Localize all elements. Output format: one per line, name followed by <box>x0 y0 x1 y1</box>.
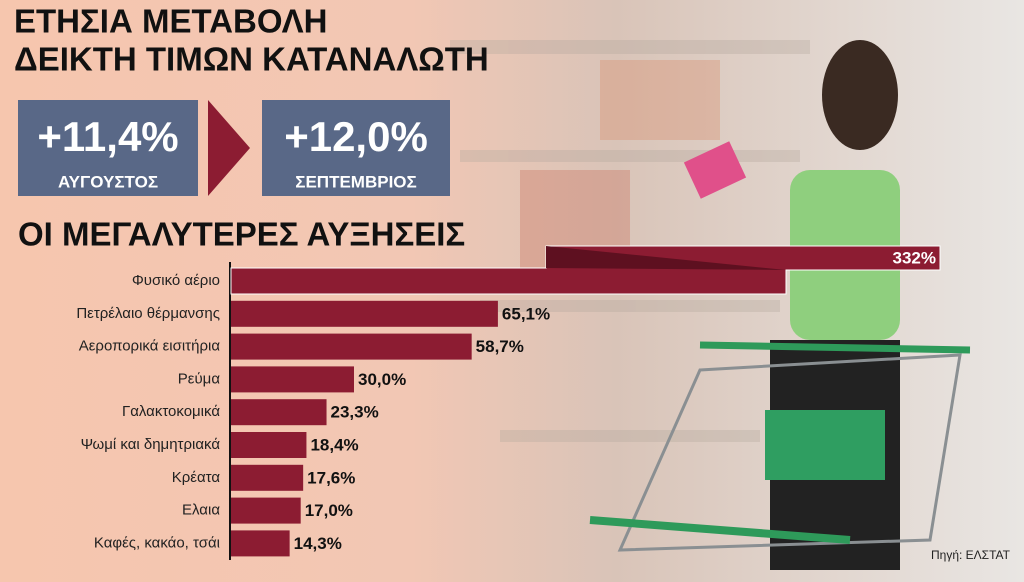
bar-break <box>546 246 786 270</box>
category-label: Φυσικό αέριο <box>132 272 220 289</box>
category-label: Γαλακτοκομικά <box>122 403 220 420</box>
arrow <box>208 100 250 196</box>
value-label: 30,0% <box>358 370 406 389</box>
value-label: 17,6% <box>307 468 355 487</box>
cart <box>589 341 971 552</box>
value-label: 58,7% <box>476 337 524 356</box>
title-line: ΕΤΗΣΙΑ ΜΕΤΑΒΟΛΗ <box>14 3 327 40</box>
value-label: 65,1% <box>502 304 550 323</box>
bar <box>231 464 304 491</box>
highlight-period: ΣΕΠΤΕΜΒΡΙΟΣ <box>295 172 416 191</box>
highlight-box <box>18 100 198 196</box>
highlight-period: ΑΥΓΟΥΣΤΟΣ <box>58 172 158 191</box>
category-label: Ρεύμα <box>178 370 221 387</box>
source: Πηγή: ΕΛΣΤΑΤ <box>931 548 1011 562</box>
category-label: Ελαια <box>182 502 220 519</box>
subtitle: ΟΙ ΜΕΓΑΛΥΤΕΡΕΣ ΑΥΞΗΣΕΙΣ <box>18 216 465 253</box>
category-label: Αεροπορικά εισιτήρια <box>79 338 221 355</box>
bar <box>231 399 327 426</box>
value-label: 17,0% <box>305 501 353 520</box>
bar <box>231 366 354 393</box>
bar <box>231 497 301 524</box>
category-label: Ψωμί και δημητριακά <box>81 436 221 453</box>
bar <box>231 300 498 327</box>
highlight-box <box>262 100 450 196</box>
highlight-value: +11,4% <box>37 113 178 160</box>
category-label: Κρέατα <box>172 469 221 486</box>
title-line: ΔΕΙΚΤΗ ΤΙΜΩΝ ΚΑΤΑΝΑΛΩΤΗ <box>14 41 489 78</box>
value-label: 332% <box>893 248 936 267</box>
bar <box>231 530 290 557</box>
value-label: 18,4% <box>310 435 358 454</box>
highlight-value: +12,0% <box>284 113 428 160</box>
category-label: Καφές, κακάο, τσάι <box>94 534 220 551</box>
bar <box>231 432 307 458</box>
category-label: Πετρέλαιο θέρμανσης <box>76 305 220 322</box>
value-label: 14,3% <box>294 534 342 553</box>
value-label: 23,3% <box>331 403 379 422</box>
bar <box>231 333 472 360</box>
